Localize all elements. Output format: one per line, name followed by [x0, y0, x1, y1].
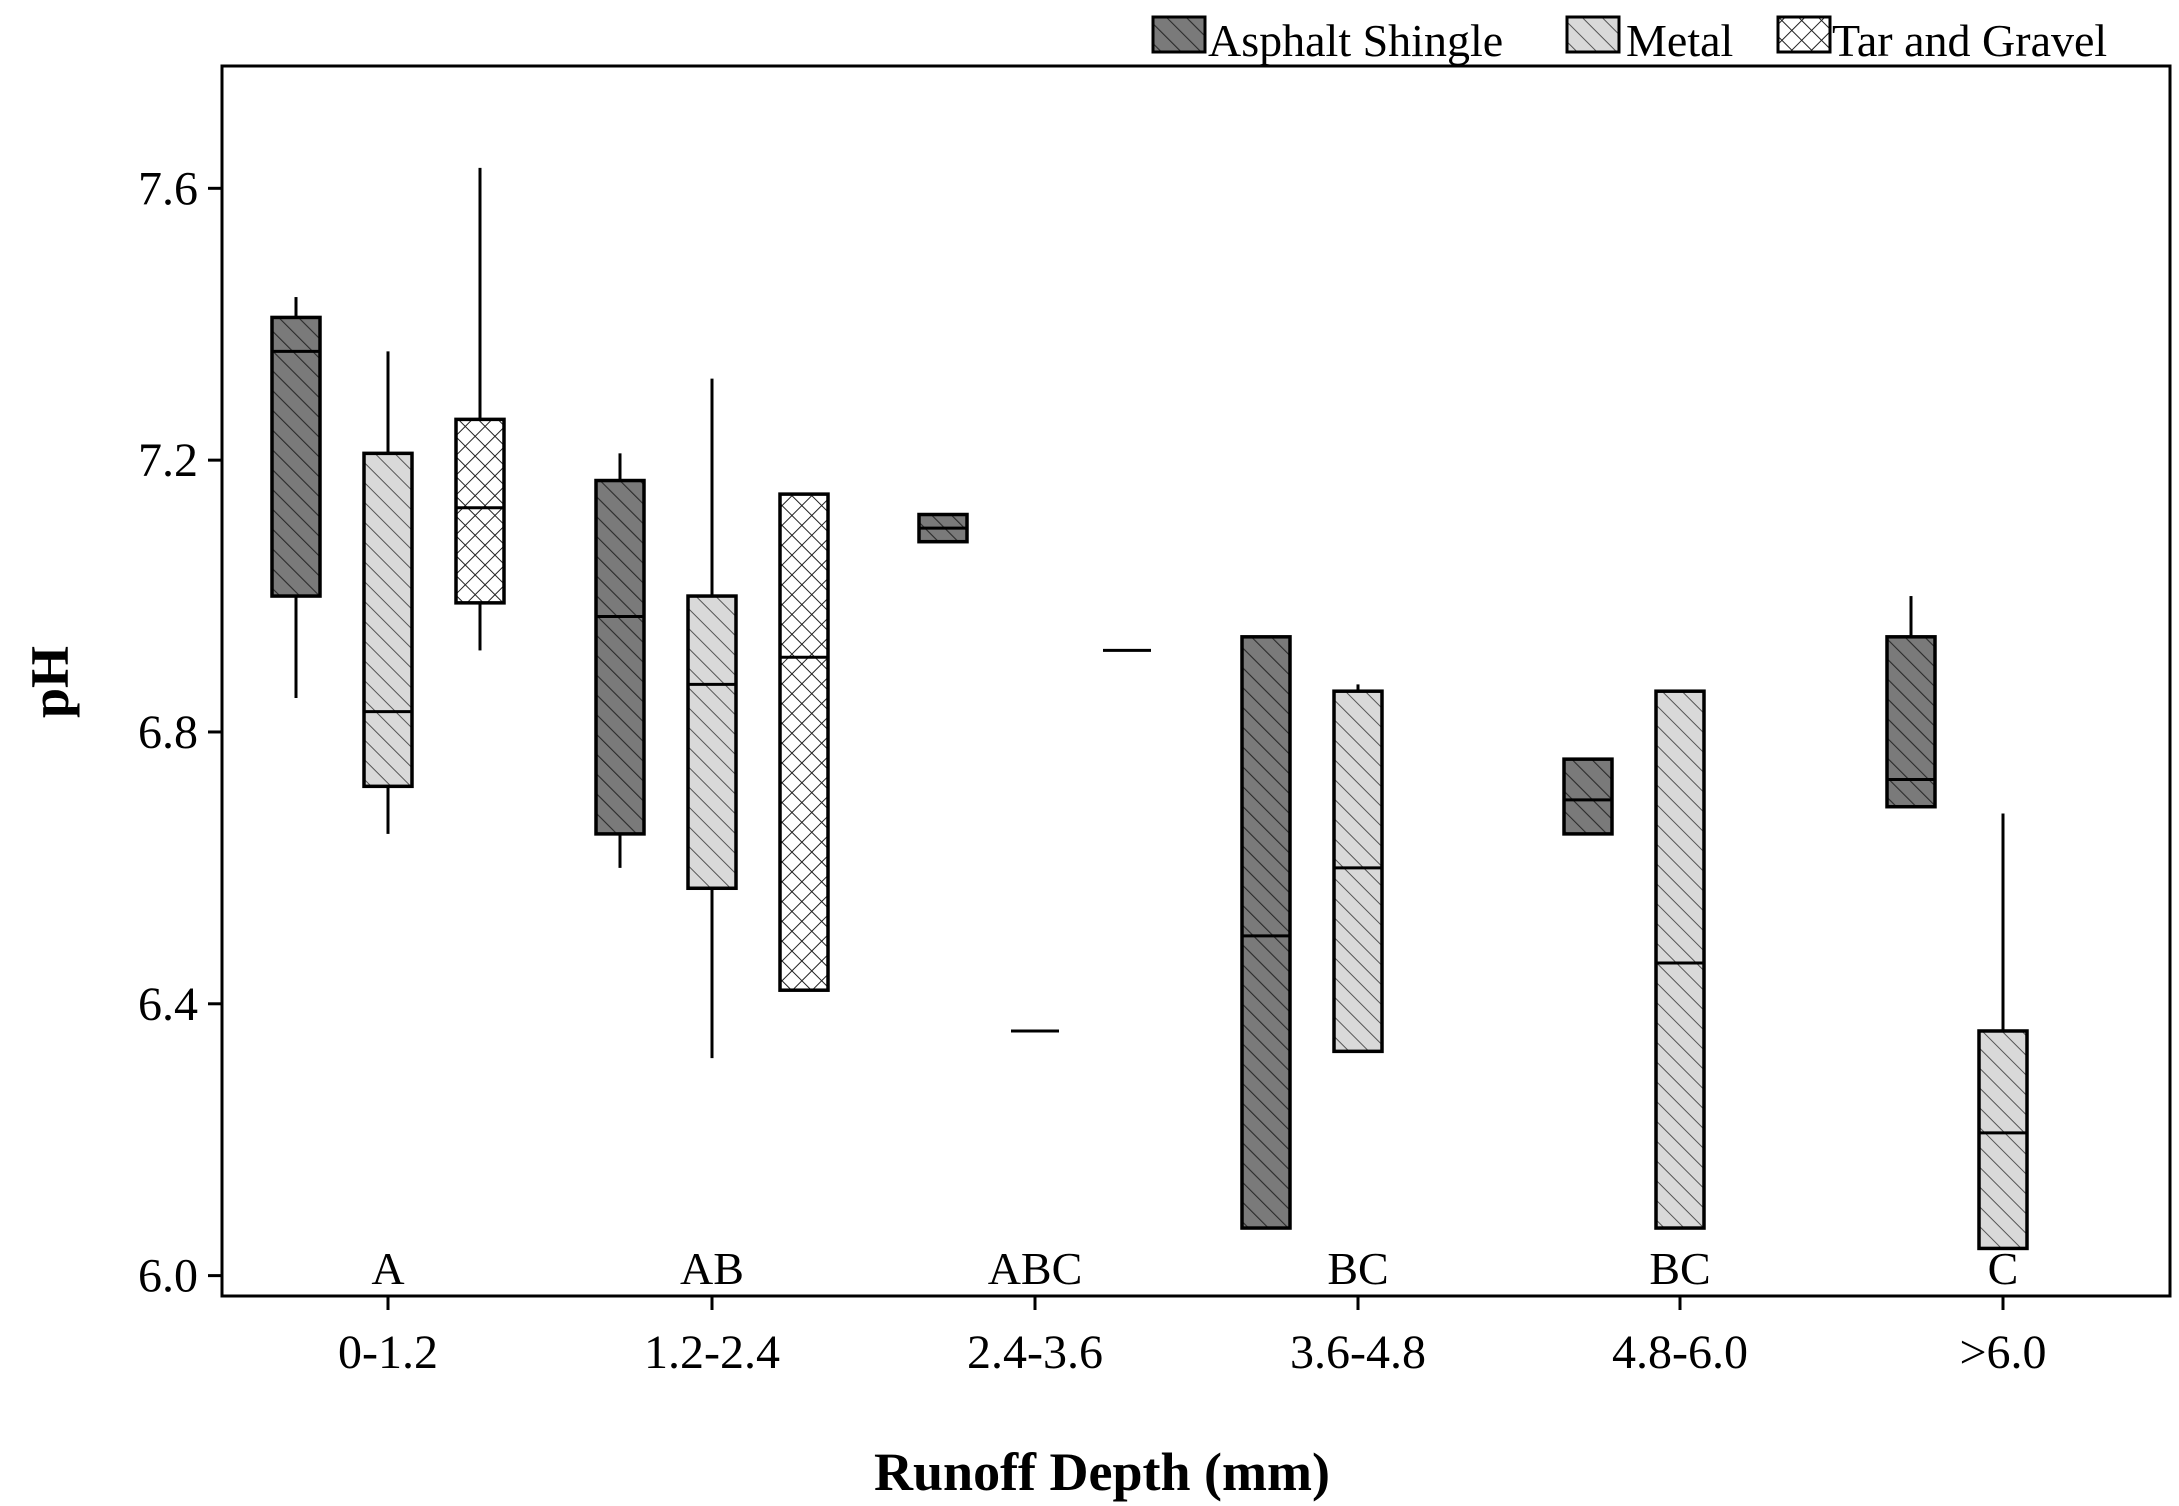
- x-tick-label: 1.2-2.4: [644, 1326, 780, 1379]
- x-axis: 0-1.2 1.2-2.4 2.4-3.6 3.6-4.8 4.8-6.0 >6.0: [338, 1296, 2047, 1379]
- y-tick-label: 6.8: [138, 706, 198, 759]
- y-axis: 6.0 6.4 6.8 7.2 7.6: [138, 162, 222, 1303]
- x-axis-title: Runoff Depth (mm): [874, 1442, 1330, 1502]
- iqr-box: [778, 492, 830, 992]
- iqr-box: [1654, 689, 1706, 1230]
- group-letter: AB: [680, 1243, 744, 1294]
- y-tick-label: 6.0: [138, 1250, 198, 1303]
- plot-frame: [220, 64, 2172, 1298]
- iqr-box: [454, 417, 506, 605]
- box-series: [270, 167, 2029, 1251]
- box-tar-and-gravel-0-1-2: [454, 167, 506, 651]
- box-asphalt-shingle-1-2-2-4: [594, 453, 646, 868]
- box-metal-1-2-2-4: [686, 378, 738, 1059]
- legend-label-metal: Metal: [1626, 15, 1733, 66]
- iqr-box: [594, 478, 646, 836]
- box-asphalt-shingle-4-8-6-0: [1562, 757, 1614, 836]
- legend-label-asphalt-shingle: Asphalt Shingle: [1208, 15, 1503, 66]
- legend-swatch-metal: [1565, 15, 1621, 54]
- group-letter: C: [1988, 1243, 2019, 1294]
- legend-label-tar-and-gravel: Tar and Gravel: [1832, 15, 2107, 66]
- x-tick-label: 0-1.2: [338, 1326, 438, 1379]
- x-tick-label: >6.0: [1959, 1326, 2046, 1379]
- box-metal-0-1-2: [362, 351, 414, 834]
- group-letters: A AB ABC BC BC C: [371, 1243, 2018, 1294]
- y-tick-label: 7.6: [138, 162, 198, 215]
- iqr-box: [1977, 1029, 2029, 1251]
- box-tar-and-gravel-1-2-2-4: [778, 492, 830, 992]
- legend-swatch-tar-and-gravel: [1776, 15, 1832, 54]
- iqr-box: [362, 451, 414, 789]
- iqr-box: [686, 594, 738, 891]
- box-asphalt-shingle-0-1-2: [270, 297, 322, 698]
- box-metal-4-8-6-0: [1654, 689, 1706, 1230]
- iqr-box: [270, 315, 322, 598]
- legend-swatch-asphalt-shingle: [1151, 15, 1207, 54]
- box-metal-6-0: [1977, 813, 2029, 1251]
- group-letter: ABC: [988, 1243, 1083, 1294]
- x-tick-label: 3.6-4.8: [1290, 1326, 1426, 1379]
- legend: Asphalt Shingle Metal Tar and Gravel: [1151, 15, 2107, 66]
- iqr-box: [1332, 689, 1384, 1054]
- group-letter: BC: [1327, 1243, 1388, 1294]
- iqr-box: [1885, 635, 1937, 809]
- box-metal-3-6-4-8: [1332, 684, 1384, 1054]
- box-asphalt-shingle-6-0: [1885, 596, 1937, 809]
- y-tick-label: 6.4: [138, 978, 198, 1031]
- y-axis-title: pH: [20, 646, 80, 718]
- box-asphalt-shingle-3-6-4-8: [1240, 635, 1292, 1230]
- iqr-box: [1562, 757, 1614, 836]
- x-tick-label: 4.8-6.0: [1612, 1326, 1748, 1379]
- group-letter: A: [371, 1243, 404, 1294]
- x-tick-label: 2.4-3.6: [967, 1326, 1103, 1379]
- box-asphalt-shingle-2-4-3-6: [917, 512, 969, 544]
- group-letter: BC: [1649, 1243, 1710, 1294]
- y-tick-label: 7.2: [138, 434, 198, 487]
- iqr-box: [1240, 635, 1292, 1230]
